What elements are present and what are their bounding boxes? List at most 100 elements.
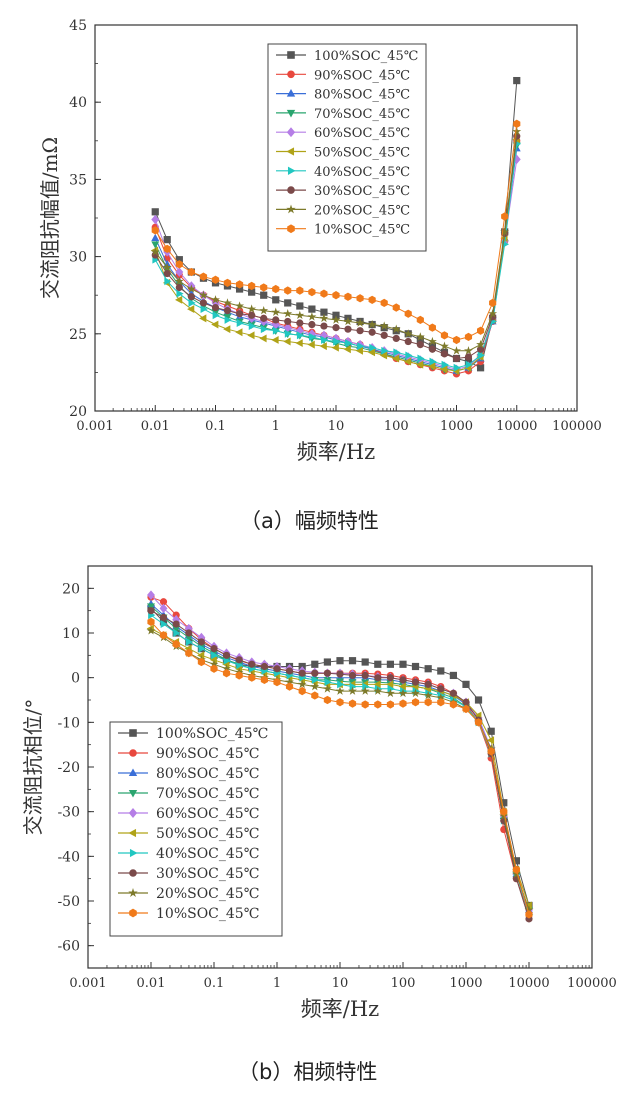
magnitude-chart: 0.001 0.01 0.1 1 10 100 1000 10000 100000 20 25 30 3…: [38, 18, 602, 464]
magnitude-data-point: [259, 305, 269, 315]
magnitude-legend-label: 30%SOC_45℃: [314, 184, 410, 199]
magnitude-data-point: [477, 351, 485, 360]
phase-data-point: [487, 727, 495, 735]
magnitude-data-point: [235, 280, 244, 289]
phase-data-point: [159, 631, 168, 640]
magnitude-data-point: [151, 208, 159, 216]
magnitude-data-point: [186, 284, 196, 293]
phase-legend-marker: [129, 729, 137, 737]
magnitude-data-point: [428, 345, 436, 353]
magnitude-data-point: [452, 346, 461, 355]
magnitude-x-tick-label: 1: [272, 419, 280, 434]
phase-data-point: [184, 634, 193, 642]
magnitude-data-point: [476, 345, 485, 353]
magnitude-data-point: [332, 291, 340, 300]
magnitude-data-point: [367, 348, 376, 357]
phase-data-point: [198, 644, 206, 653]
magnitude-data-point: [248, 322, 256, 331]
phase-data-point: [197, 657, 205, 667]
magnitude-data-point: [187, 293, 195, 301]
phase-data-point: [411, 662, 420, 671]
magnitude-legend-label: 60%SOC_45℃: [314, 126, 410, 141]
magnitude-data-point: [453, 363, 461, 372]
phase-data-point: [147, 607, 155, 615]
magnitude-data-point: [488, 309, 498, 318]
phase-data-point: [386, 674, 395, 682]
magnitude-data-point: [284, 317, 292, 326]
magnitude-data-point: [489, 298, 497, 308]
magnitude-data-point: [260, 325, 269, 334]
magnitude-data-point: [428, 362, 436, 371]
magnitude-data-point: [260, 283, 268, 292]
magnitude-legend-marker: [286, 147, 295, 156]
phase-data-point: [248, 660, 256, 668]
phase-legend-label: 30%SOC_45℃: [156, 866, 259, 882]
magnitude-data-point: [344, 325, 352, 333]
magnitude-data-point: [440, 341, 449, 350]
magnitude-data-point: [175, 256, 183, 264]
magnitude-data-point: [320, 289, 328, 298]
magnitude-data-point: [187, 267, 195, 277]
phase-x-axis-label: 频率/Hz: [301, 997, 379, 1021]
magnitude-data-point: [295, 310, 305, 320]
phase-data-point: [348, 699, 357, 708]
phase-data-point: [337, 680, 345, 689]
magnitude-data-point: [476, 364, 485, 372]
magnitude-data-point: [272, 296, 280, 304]
magnitude-data-point: [236, 319, 244, 327]
phase-data-point: [349, 682, 357, 691]
phase-x-tick-label: 1000: [449, 976, 482, 991]
magnitude-legend-label: 70%SOC_45℃: [314, 107, 410, 122]
phase-data-point: [147, 603, 155, 611]
phase-data-point: [159, 613, 168, 621]
phase-data-point: [423, 690, 433, 700]
phase-data-point: [311, 660, 319, 668]
magnitude-data-point: [464, 332, 473, 342]
phase-x-tick-label: 100000: [567, 976, 617, 991]
magnitude-data-point: [440, 365, 448, 374]
magnitude-data-point: [175, 295, 183, 304]
magnitude-data-point: [417, 354, 425, 363]
magnitude-data-point: [393, 348, 401, 357]
phase-data-point: [209, 655, 217, 664]
magnitude-legend-label: 20%SOC_45℃: [314, 203, 410, 218]
magnitude-data-point: [320, 322, 328, 330]
phase-data-point: [324, 678, 332, 687]
phase-data-point: [273, 665, 281, 673]
magnitude-data-point: [319, 342, 327, 351]
magnitude-data-point: [391, 354, 400, 363]
caption-b: （b）相频特性: [238, 1060, 378, 1084]
phase-data-point: [374, 700, 382, 709]
phase-legend-marker: [128, 789, 138, 798]
magnitude-data-point: [272, 284, 280, 294]
magnitude-data-point: [307, 312, 317, 321]
magnitude-data-point: [260, 291, 268, 299]
phase-data-point: [437, 667, 445, 675]
phase-data-point: [235, 656, 243, 664]
phase-data-point: [323, 658, 332, 666]
magnitude-data-point: [319, 313, 329, 323]
phase-legend-label: 50%SOC_45℃: [156, 826, 259, 842]
phase-data-point: [185, 629, 193, 637]
magnitude-data-point: [284, 299, 292, 307]
magnitude-data-point: [211, 298, 220, 308]
phase-legend-label: 20%SOC_45℃: [156, 886, 259, 902]
phase-data-point: [298, 669, 306, 677]
magnitude-data-point: [355, 346, 363, 355]
magnitude-data-point: [163, 266, 172, 274]
phase-data-point: [398, 682, 406, 691]
phase-x-tick-label: 0.1: [204, 976, 225, 991]
magnitude-data-point: [368, 328, 376, 336]
magnitude-data-point: [344, 292, 352, 301]
phase-data-point: [260, 662, 269, 671]
magnitude-data-point: [464, 353, 473, 361]
magnitude-data-point: [247, 331, 255, 340]
magnitude-series: [152, 139, 522, 372]
phase-legend-marker: [128, 808, 138, 818]
magnitude-data-point: [367, 319, 377, 329]
magnitude-data-point: [272, 316, 280, 324]
magnitude-data-point: [416, 336, 424, 344]
phase-data-point: [172, 625, 181, 633]
magnitude-data-point: [211, 275, 220, 284]
magnitude-data-point: [368, 295, 376, 304]
